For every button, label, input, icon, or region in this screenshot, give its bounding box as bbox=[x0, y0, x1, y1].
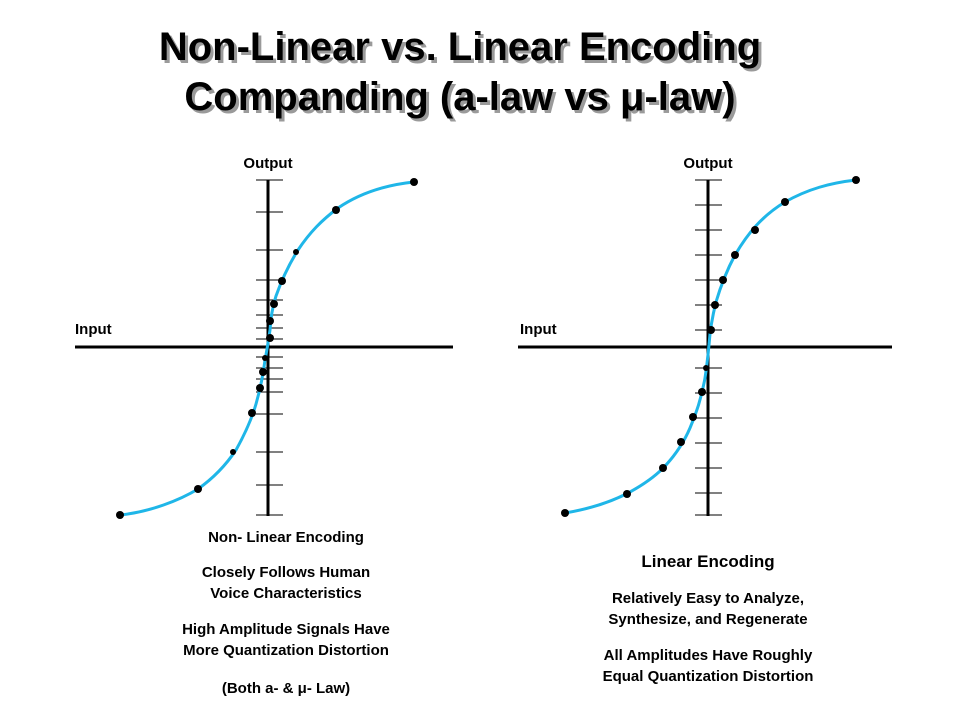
title-line: Non-Linear vs. Linear Encoding bbox=[159, 25, 761, 69]
note: (Both a- & μ- Law) bbox=[222, 680, 350, 697]
title-line: Companding (a-law vs μ-law) bbox=[184, 75, 735, 119]
title-shadow: Companding (a-law vs μ-law) bbox=[187, 78, 738, 122]
linear-graph: Output Input bbox=[518, 155, 892, 517]
title-shadow: Non-Linear vs. Linear Encoding bbox=[162, 28, 764, 72]
note: Relatively Easy to Analyze, bbox=[612, 590, 804, 607]
note: Synthesize, and Regenerate bbox=[608, 611, 807, 628]
sample-dots bbox=[116, 178, 418, 519]
ticks bbox=[256, 179, 283, 516]
note: Closely Follows Human bbox=[202, 564, 370, 581]
note: High Amplitude Signals Have bbox=[182, 621, 390, 638]
heading: Linear Encoding bbox=[641, 552, 774, 571]
companding-curve bbox=[118, 180, 416, 517]
input-label: Input bbox=[75, 321, 112, 338]
nonlinear-notes: Non- Linear Encoding Closely Follows Hum… bbox=[182, 529, 390, 697]
note: Equal Quantization Distortion bbox=[603, 668, 814, 685]
title: Non-Linear vs. Linear Encoding Non-Linea… bbox=[159, 25, 764, 122]
sample-dots bbox=[561, 176, 860, 517]
note: All Amplitudes Have Roughly bbox=[604, 647, 813, 664]
note: More Quantization Distortion bbox=[183, 642, 389, 659]
linear-notes: Linear Encoding Relatively Easy to Analy… bbox=[603, 552, 814, 685]
output-label: Output bbox=[243, 155, 292, 172]
linear-curve bbox=[563, 178, 858, 515]
input-label: Input bbox=[520, 321, 557, 338]
note: Voice Characteristics bbox=[210, 585, 361, 602]
heading: Non- Linear Encoding bbox=[208, 529, 364, 546]
output-label: Output bbox=[683, 155, 732, 172]
nonlinear-graph: Output Input bbox=[75, 155, 453, 519]
